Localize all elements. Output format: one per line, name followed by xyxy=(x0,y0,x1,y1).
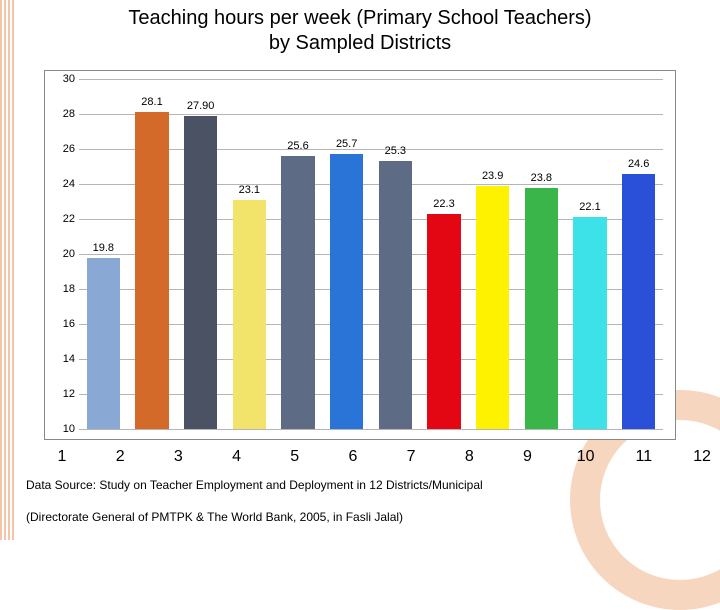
bar-value-label: 23.1 xyxy=(233,184,266,196)
y-tick-label: 16 xyxy=(49,318,75,330)
chart-area: 10 12 14 16 18 20 22 24 26 28 30 19.8 28.1 27.90 23.1 2… xyxy=(44,70,676,440)
bar: 28.1 xyxy=(135,112,168,429)
y-tick-label: 18 xyxy=(49,283,75,295)
bar-value-label: 25.6 xyxy=(281,140,314,152)
x-axis-labels: 123456789101112 xyxy=(44,448,720,468)
title-line-1: Teaching hours per week (Primary School … xyxy=(128,7,591,29)
bar-value-label: 23.9 xyxy=(476,170,509,182)
bar-value-label: 25.7 xyxy=(330,138,363,150)
y-tick-label: 28 xyxy=(49,108,75,120)
gridline xyxy=(79,429,663,430)
bar-value-label: 27.90 xyxy=(184,100,217,112)
bar: 22.1 xyxy=(573,217,606,429)
y-tick-label: 26 xyxy=(49,143,75,155)
plot-region: 101214161820222426283019.828.127.9023.12… xyxy=(79,79,663,429)
bar: 19.8 xyxy=(87,258,120,430)
bar: 23.9 xyxy=(476,186,509,429)
title-line-2: by Sampled Districts xyxy=(269,32,451,54)
bar-value-label: 25.3 xyxy=(379,145,412,157)
bar-value-label: 22.3 xyxy=(427,198,460,210)
x-axis-label: 7 xyxy=(407,448,416,466)
x-axis-label: 11 xyxy=(636,448,653,466)
x-axis-label: 5 xyxy=(290,448,299,466)
y-tick-label: 10 xyxy=(49,423,75,435)
bar-value-label: 24.6 xyxy=(622,158,655,170)
x-axis-label: 9 xyxy=(523,448,532,466)
footnote-source: Data Source: Study on Teacher Employment… xyxy=(26,478,483,492)
bar: 25.7 xyxy=(330,154,363,429)
y-tick-label: 20 xyxy=(49,248,75,260)
bar: 27.90 xyxy=(184,116,217,429)
bar-value-label: 19.8 xyxy=(87,242,120,254)
y-tick-label: 30 xyxy=(49,73,75,85)
bar: 23.8 xyxy=(525,188,558,430)
bar: 24.6 xyxy=(622,174,655,430)
x-axis-label: 3 xyxy=(174,448,183,466)
decorative-left-stripe xyxy=(0,0,14,540)
bar-value-label: 22.1 xyxy=(573,201,606,213)
x-axis-label: 12 xyxy=(693,448,711,466)
x-axis-label: 4 xyxy=(232,448,241,466)
x-axis-label: 2 xyxy=(116,448,125,466)
gridline xyxy=(79,79,663,80)
x-axis-label: 8 xyxy=(465,448,474,466)
y-tick-label: 22 xyxy=(49,213,75,225)
footnote-citation: (Directorate General of PMTPK & The Worl… xyxy=(26,510,403,524)
y-tick-label: 12 xyxy=(49,388,75,400)
x-axis-label: 1 xyxy=(58,448,67,466)
bar: 25.6 xyxy=(281,156,314,429)
x-axis-label: 6 xyxy=(348,448,357,466)
y-tick-label: 24 xyxy=(49,178,75,190)
page-title: Teaching hours per week (Primary School … xyxy=(20,6,700,56)
bar-value-label: 23.8 xyxy=(525,172,558,184)
y-tick-label: 14 xyxy=(49,353,75,365)
bar: 23.1 xyxy=(233,200,266,429)
bar: 22.3 xyxy=(427,214,460,429)
x-axis-label: 10 xyxy=(577,448,595,466)
bar: 25.3 xyxy=(379,161,412,429)
bar-value-label: 28.1 xyxy=(135,96,168,108)
